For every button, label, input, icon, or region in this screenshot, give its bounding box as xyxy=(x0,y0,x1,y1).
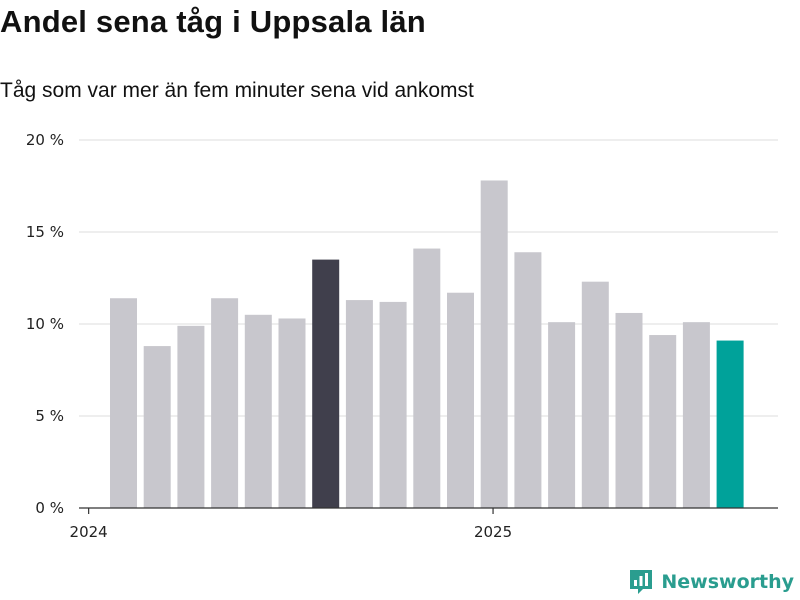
chart-title: Andel sena tåg i Uppsala län xyxy=(0,4,426,39)
bar-2025-03 xyxy=(581,281,609,508)
bar-2024-10 xyxy=(413,248,441,508)
brand-name: Newsworthy xyxy=(661,571,794,593)
y-tick-label: 0 % xyxy=(35,499,64,517)
bar-2025-04 xyxy=(615,312,643,508)
bar-2024-07 xyxy=(312,259,340,508)
chart-subtitle: Tåg som var mer än fem minuter sena vid … xyxy=(0,79,474,102)
bar-2025-02 xyxy=(548,322,576,508)
x-tick-label: 2025 xyxy=(474,523,512,541)
y-tick-label: 5 % xyxy=(35,407,64,425)
bar-2024-01 xyxy=(110,298,137,508)
y-tick-label: 20 % xyxy=(26,131,64,149)
newsworthy-logo-icon xyxy=(630,570,653,594)
bar-chart: 0 % 5 % 10 % 15 % 20 % 2024 2025 xyxy=(26,131,778,541)
bar-2024-11 xyxy=(447,292,474,508)
bar-2024-05 xyxy=(244,314,272,508)
bar-2025-06 xyxy=(682,322,710,508)
x-tick-label: 2024 xyxy=(70,523,108,541)
bar-2024-04 xyxy=(211,298,239,508)
bar-2024-12 xyxy=(480,180,508,509)
brand: Newsworthy xyxy=(629,569,794,595)
bar-2025-05 xyxy=(649,335,677,508)
bar-2025-07 xyxy=(716,340,744,508)
bar-2024-02 xyxy=(143,346,171,508)
bar-2025-01 xyxy=(514,252,542,508)
bar-2024-09 xyxy=(379,301,407,508)
bar-2024-06 xyxy=(278,318,306,508)
y-tick-label: 15 % xyxy=(26,223,64,241)
bar-2024-08 xyxy=(345,300,373,508)
y-tick-label: 10 % xyxy=(26,315,64,333)
bar-2024-03 xyxy=(177,325,205,508)
